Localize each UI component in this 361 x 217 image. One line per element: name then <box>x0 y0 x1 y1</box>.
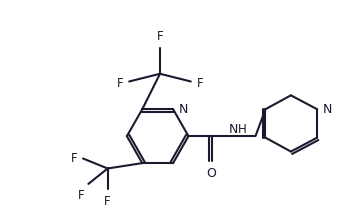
Text: F: F <box>197 77 204 90</box>
Text: F: F <box>157 30 163 43</box>
Text: F: F <box>78 189 84 202</box>
Text: N: N <box>229 123 239 136</box>
Text: N: N <box>178 104 188 117</box>
Text: F: F <box>116 77 123 90</box>
Text: F: F <box>71 152 78 165</box>
Text: F: F <box>104 195 111 208</box>
Text: O: O <box>206 167 217 180</box>
Text: N: N <box>322 104 332 117</box>
Text: H: H <box>238 123 247 136</box>
